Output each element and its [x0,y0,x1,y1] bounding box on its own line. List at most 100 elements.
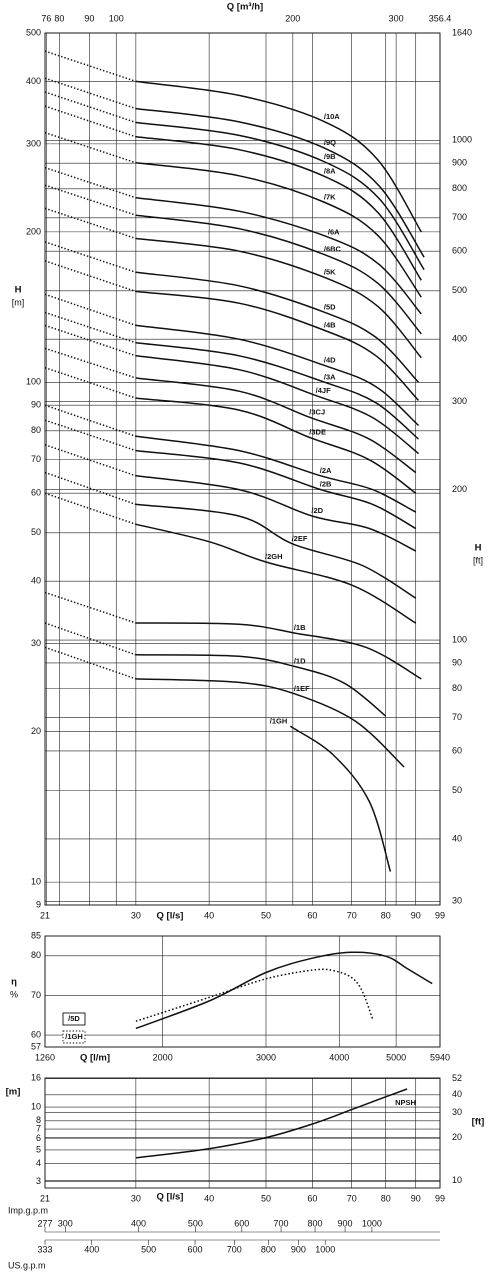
x-tick-label: 99 [435,1193,445,1203]
x-axis-label: Q [l/m] [80,1053,110,1064]
x-tick-label: 4000 [329,1052,349,1062]
x-tick-label: 2000 [153,1052,173,1062]
plot-frame [44,935,441,1048]
y2-tick-label: 400 [452,334,467,344]
legend-label: /1GH [65,1032,83,1041]
curve [135,449,417,530]
curve [135,162,422,298]
y-tick-label: 100 [26,377,41,387]
curve-label: /10A [324,112,340,121]
x4-tick-label: 700 [227,1244,242,1254]
x4-tick-label: 333 [37,1244,52,1254]
curve-label: /3A [324,372,336,381]
x3-tick-label: 800 [308,1218,323,1228]
x-tick-label: 70 [347,910,357,920]
y-tick-label: 500 [26,27,41,37]
y-tick-label: 85 [31,930,41,940]
x-tick-label: 3000 [256,1052,276,1062]
x-tick-label: 40 [204,910,214,920]
x3-tick-label: 900 [338,1218,353,1228]
y-tick-label: 60 [31,488,41,498]
curve-label: /4D [324,356,336,365]
y2-tick-label: 40 [452,1089,462,1099]
y-tick-label: 16 [31,1072,41,1082]
curve-label: /7K [324,192,336,201]
dotted-curve [44,404,137,438]
dotted-curve [44,622,137,656]
curve [135,523,417,624]
y-tick-label: 300 [26,138,41,148]
curve [135,475,417,552]
dotted-curve [44,646,137,680]
y2-tick-label: 700 [452,212,467,222]
x-tick-label: 50 [261,1193,271,1203]
x4-tick-label: 400 [84,1244,99,1254]
curve-label: /2B [320,480,332,489]
x-axis-label: Q [l/s] [157,911,184,922]
plot-frame [44,32,441,906]
y-tick-label: 10 [31,877,41,887]
curve [135,324,420,426]
x3-tick-label: 277 [37,1218,52,1228]
y-tick-label: 60 [31,1029,41,1039]
x-tick-label: 60 [307,1193,317,1203]
curve-label: /5D [324,302,336,311]
dotted-curve [44,492,137,526]
x-tick-label: 5000 [386,1052,406,1062]
y-tick-label: 20 [31,726,41,736]
x4-tick-label: 600 [188,1244,203,1254]
x4-tick-label: 500 [141,1244,156,1254]
x3-tick-label: 600 [234,1218,249,1228]
curve [135,654,387,717]
curve [135,355,419,455]
y-tick-label: 4 [36,1158,41,1168]
plot-frame [44,1077,441,1189]
curve-label: /5K [324,268,336,277]
x-tick-label: 90 [411,910,421,920]
legend-label: /5D [68,1014,80,1023]
curve [135,951,433,1030]
x2-tick-label: 100 [109,13,124,23]
y-tick-label: 10 [31,1101,41,1111]
x-tick-label: 80 [381,1193,391,1203]
y2-tick-label: 30 [452,1107,462,1117]
curve [135,678,405,768]
dotted-curve [44,184,137,216]
y-tick-label: 70 [31,454,41,464]
curve [135,271,420,383]
dotted-curve [44,131,137,164]
curve-label: /3CJ [309,408,325,417]
y-axis-unit: [m] [12,297,25,307]
x2-tick-label: 90 [84,13,94,23]
y2-tick-label: 90 [452,657,462,667]
x-tick-label: 60 [307,910,317,920]
y-tick-label: 30 [31,638,41,648]
x4-axis-label: US.g.p.m [8,1260,46,1270]
y2-tick-label: 300 [452,396,467,406]
dotted-curve [44,50,137,83]
curve [135,397,417,494]
dotted-curve [44,91,137,124]
x2-tick-label: 200 [285,13,300,23]
x2-axis-label: Q [m³/h] [227,2,263,13]
dotted-curve [44,311,137,344]
curve-label: /9B [324,152,336,161]
dotted-curve [44,241,137,274]
x-tick-label: 70 [347,1193,357,1203]
curve-label: /8A [324,167,336,176]
legend-box [62,1030,86,1044]
curve-label: NPSH [395,1098,416,1107]
dotted-curve [44,471,137,506]
dotted-curve [44,366,137,399]
y2-tick-label: 1000 [452,135,472,145]
dotted-curve [44,347,137,379]
y-tick-label: 400 [26,76,41,86]
x2-tick-label: 356.4 [429,13,452,23]
dotted-curve [44,591,137,624]
y2-axis-unit: [ft] [473,555,483,565]
x-tick-label: 40 [204,1193,214,1203]
y2-tick-label: 10 [452,1175,462,1185]
y-tick-label: 6 [36,1133,41,1143]
curve [135,136,422,281]
